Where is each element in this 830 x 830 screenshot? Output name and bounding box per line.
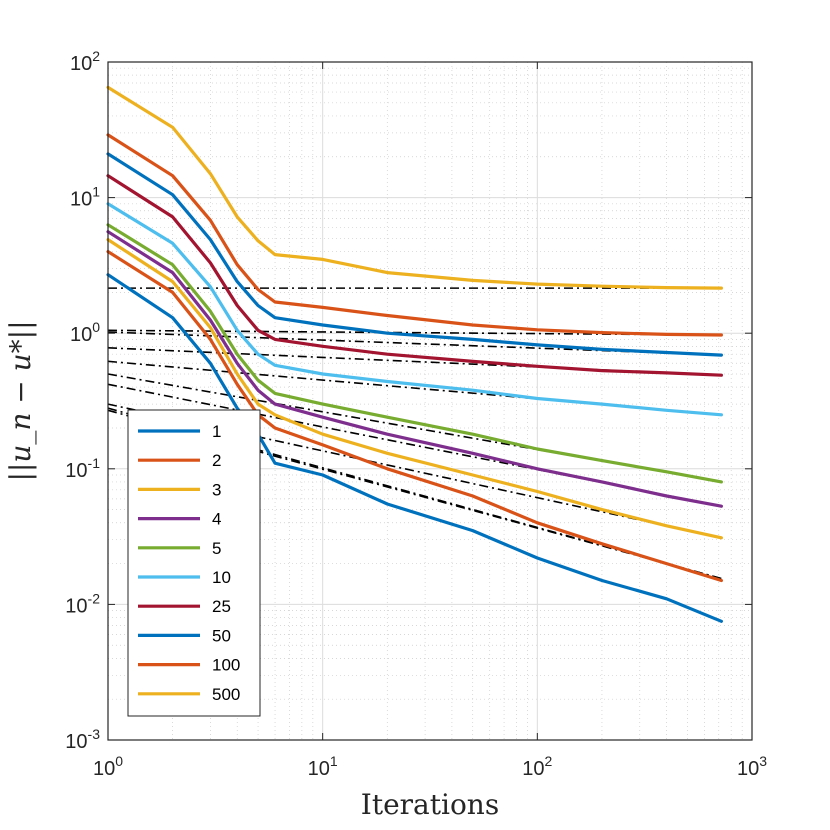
fit-line-25 — [107, 347, 722, 377]
legend-label-50: 50 — [212, 626, 231, 645]
series-line-5 — [106, 223, 723, 484]
legend-label-1: 1 — [212, 422, 221, 441]
series-line-10 — [106, 202, 723, 417]
y-tick-label: 10-3 — [65, 726, 100, 753]
plot-frame — [107, 61, 753, 741]
fit-line-50 — [107, 331, 722, 356]
series-line-100 — [106, 133, 723, 337]
x-tick-label: 100 — [93, 753, 123, 780]
series-line-4 — [106, 230, 723, 508]
series-line-2 — [106, 250, 723, 583]
y-tick-label: 101 — [70, 184, 100, 211]
series-line-3 — [106, 238, 723, 540]
series-line-50 — [106, 152, 723, 357]
y-tick-label: 10-1 — [65, 455, 100, 482]
series-line-25 — [106, 174, 723, 377]
series-line-500 — [106, 85, 723, 290]
fit-line-2 — [107, 409, 722, 580]
legend-label-4: 4 — [212, 510, 221, 529]
legend-label-25: 25 — [212, 597, 231, 616]
y-axis-label: ||u_n − u*|| — [4, 320, 37, 481]
legend-label-100: 100 — [212, 656, 240, 675]
fit-line-1 — [107, 407, 722, 580]
x-tick-label: 102 — [522, 753, 552, 780]
series-line-1 — [106, 273, 723, 623]
legend-label-500: 500 — [212, 685, 240, 704]
x-tick-label: 101 — [308, 753, 338, 780]
legend-label-3: 3 — [212, 480, 221, 499]
x-axis-label: Iterations — [361, 788, 499, 821]
legend-label-5: 5 — [212, 539, 221, 558]
legend-label-10: 10 — [212, 568, 231, 587]
y-tick-label: 102 — [70, 48, 100, 75]
series-lines — [106, 85, 723, 623]
y-tick-label: 10-2 — [65, 590, 100, 617]
y-tick-label: 100 — [70, 319, 100, 346]
legend: 1 2 3 4 5 10 25 50 100 500 — [127, 409, 261, 717]
x-tick-label: 103 — [737, 753, 767, 780]
legend-label-2: 2 — [212, 451, 221, 470]
fit-line-100 — [107, 329, 722, 336]
